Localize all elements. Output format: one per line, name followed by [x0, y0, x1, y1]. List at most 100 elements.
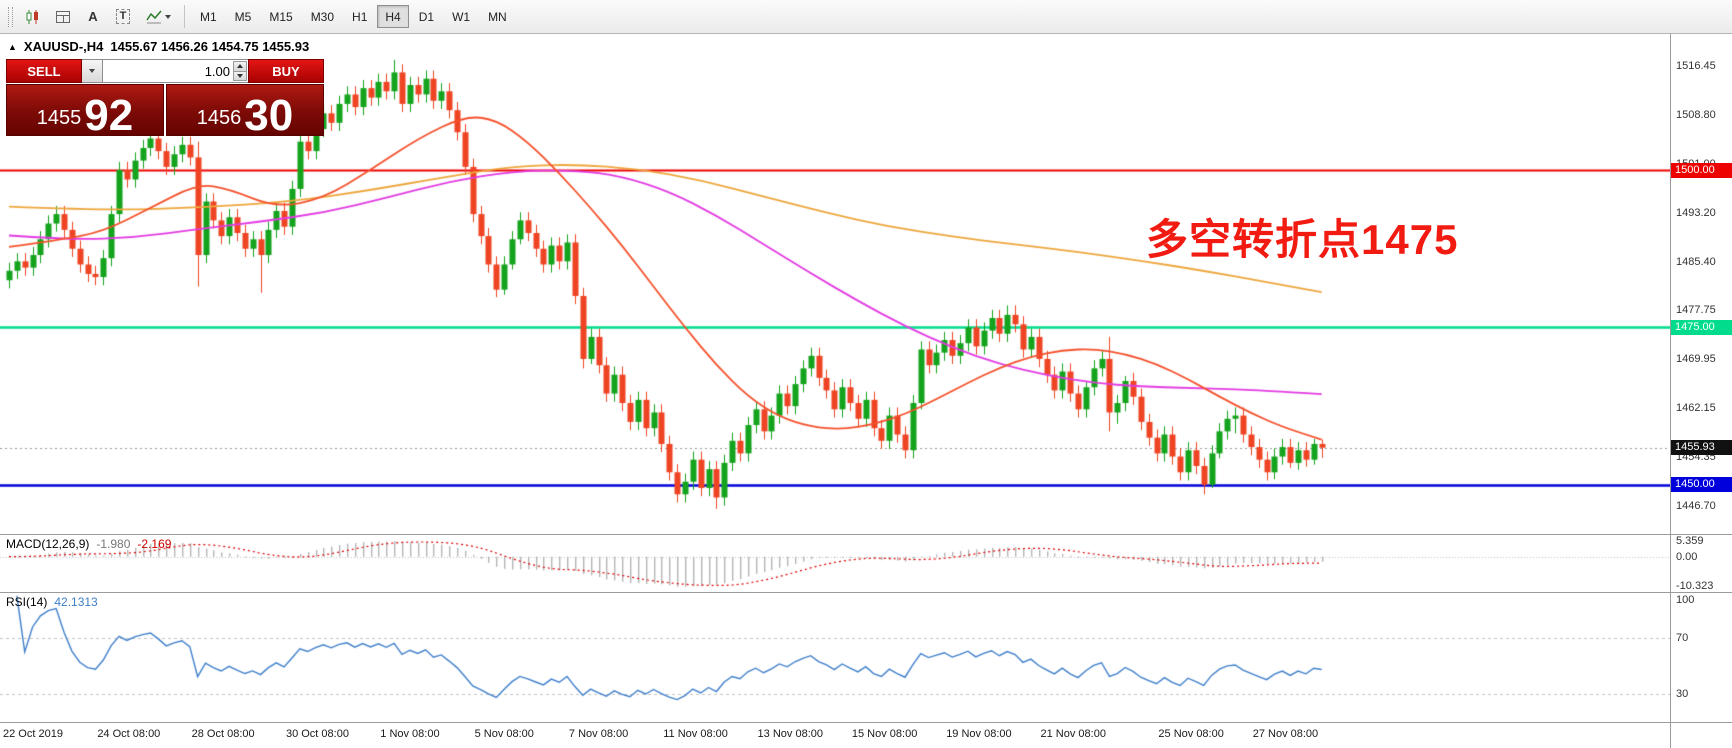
rsi-axis-tick: 30	[1676, 687, 1689, 700]
toolbar: A T M1 M5 M15 M30 H1 H4 D1 W1 MN	[0, 0, 1732, 34]
price-axis-tick: 1462.15	[1676, 402, 1716, 415]
timeframe-m15[interactable]: M15	[269, 9, 293, 24]
time-axis-label: 27 Nov 08:00	[1252, 728, 1319, 740]
price-axis-tick: 1446.70	[1676, 499, 1716, 512]
annotation-letter-button[interactable]: A	[79, 5, 107, 29]
timeframe-h4[interactable]: H4	[377, 5, 409, 28]
one-click-trading-widget: SELL BUY 1455	[6, 59, 324, 140]
chart-header: ▲ XAUUSD-,H4 1455.67 1456.26 1454.75 145…	[8, 39, 309, 54]
main-chart-panel: ▲ XAUUSD-,H4 1455.67 1456.26 1454.75 145…	[0, 34, 1670, 534]
volume-decrease-button[interactable]	[233, 71, 247, 81]
rsi-value: 42.1313	[54, 595, 98, 609]
macd-signal-value: -2.169	[137, 537, 172, 551]
time-axis-label: 11 Nov 08:00	[663, 728, 728, 740]
time-axis-label: 25 Nov 08:00	[1158, 728, 1224, 740]
chevron-down-icon	[89, 69, 95, 73]
price-axis: 1516.451508.801501.001493.201485.401477.…	[1670, 34, 1732, 534]
timeframe-group: M1 M5 M15 M30 H1 H4 D1 W1 MN	[191, 5, 516, 28]
toolbar-separator	[184, 5, 185, 28]
caret-down-icon	[237, 73, 243, 78]
timeframe-m5[interactable]: M5	[234, 9, 252, 24]
volume-input[interactable]	[103, 60, 248, 82]
quote-display-row: 1455 92 1456 30	[6, 84, 324, 140]
macd-indicator-label: MACD(12,26,9)	[6, 537, 90, 551]
time-axis-label: 19 Nov 08:00	[946, 728, 1012, 740]
chart-layout-button[interactable]	[49, 5, 77, 29]
text-tool-button[interactable]: T	[109, 5, 137, 29]
macd-axis-tick: -10.323	[1676, 580, 1714, 592]
time-axis-label: 5 Nov 08:00	[474, 728, 534, 740]
symbol-period-label: XAUUSD-,H4	[23, 39, 104, 54]
indicators-dropdown-button[interactable]	[139, 5, 177, 29]
buy-button[interactable]: BUY	[248, 59, 324, 83]
time-axis-label: 30 Oct 08:00	[285, 728, 349, 740]
macd-label-row: MACD(12,26,9) -1.980 -2.169	[6, 537, 171, 551]
ask-price-main: 1456	[196, 107, 242, 129]
trade-controls-row: SELL BUY	[6, 59, 324, 83]
price-level-tag[interactable]: 1475.00	[1671, 319, 1732, 335]
chart-candles-icon	[26, 9, 38, 24]
time-axis-label: 22 Oct 2019	[3, 728, 63, 740]
timeframe-h1[interactable]: H1	[352, 9, 368, 24]
rsi-axis-tick: 70	[1676, 631, 1689, 644]
time-axis-corner	[1670, 722, 1732, 748]
volume-increase-button[interactable]	[233, 61, 247, 72]
bid-price-main: 1455	[36, 107, 82, 129]
volume-field-wrap	[103, 59, 248, 83]
letter-a-icon: A	[88, 9, 98, 24]
macd-axis-tick: 5.359	[1676, 535, 1704, 547]
chart-workspace: ▲ XAUUSD-,H4 1455.67 1456.26 1454.75 145…	[0, 34, 1732, 748]
time-axis-label: 13 Nov 08:00	[757, 728, 823, 740]
time-axis: 22 Oct 2019 24 Oct 08:00 28 Oct 08:00 30 Oc…	[0, 722, 1670, 748]
chart-layout-icon	[56, 10, 70, 23]
time-axis-label: 7 Nov 08:00	[568, 728, 629, 740]
indicators-icon	[145, 10, 162, 23]
price-level-tag[interactable]: 1500.00	[1671, 162, 1732, 178]
chevron-down-icon	[164, 14, 171, 19]
rsi-axis-tick: 100	[1676, 594, 1695, 606]
chart-text-annotation[interactable]: 多空转折点1475	[1146, 216, 1459, 263]
caret-up-icon	[237, 64, 243, 69]
rsi-indicator-label: RSI(14)	[6, 595, 48, 609]
sell-button[interactable]: SELL	[6, 59, 82, 83]
ohlc-quote-line: 1455.67 1456.26 1454.75 1455.93	[110, 39, 310, 54]
timeframe-m30[interactable]: M30	[310, 9, 335, 24]
volume-spinners	[233, 61, 247, 81]
time-axis-label: 21 Nov 08:00	[1040, 728, 1106, 740]
macd-canvas[interactable]	[0, 535, 1670, 592]
timeframe-w1[interactable]: W1	[452, 9, 471, 24]
price-axis-tick: 1508.80	[1676, 108, 1716, 121]
timeframe-d1[interactable]: D1	[418, 9, 435, 24]
rsi-label-row: RSI(14) 42.1313	[6, 595, 98, 609]
time-axis-label: 1 Nov 08:00	[380, 728, 440, 740]
macd-main-value: -1.980	[96, 537, 131, 551]
volume-dropdown-button[interactable]	[82, 59, 103, 83]
time-axis-label: 15 Nov 08:00	[851, 728, 918, 740]
macd-panel: MACD(12,26,9) -1.980 -2.169	[0, 534, 1670, 592]
text-tool-icon: T	[115, 9, 131, 24]
price-axis-tick: 1493.20	[1676, 206, 1716, 219]
macd-axis-tick: 0.00	[1676, 550, 1698, 563]
ask-price-pips: 30	[244, 90, 294, 140]
price-level-tag[interactable]: 1455.93	[1671, 440, 1732, 456]
rsi-canvas[interactable]	[0, 593, 1670, 722]
rsi-panel: RSI(14) 42.1313	[0, 592, 1670, 722]
price-level-tag[interactable]: 1450.00	[1671, 477, 1732, 493]
time-axis-label: 28 Oct 08:00	[191, 728, 255, 740]
macd-axis: 5.359 0.00 -10.323	[1670, 534, 1732, 592]
timeframe-m1[interactable]: M1	[200, 9, 217, 24]
chart-candles-button[interactable]	[19, 5, 47, 29]
price-axis-tick: 1469.95	[1676, 353, 1716, 366]
time-axis-label: 24 Oct 08:00	[97, 728, 161, 740]
price-axis-tick: 1477.75	[1676, 304, 1716, 317]
timeframe-mn[interactable]: MN	[488, 9, 507, 24]
bid-price-pips: 92	[84, 90, 134, 140]
toolbar-drag-handle[interactable]	[8, 6, 13, 27]
collapse-trade-panel-icon[interactable]: ▲	[8, 41, 17, 52]
price-axis-tick: 1516.45	[1676, 60, 1716, 73]
bid-price-panel[interactable]: 1455 92	[6, 84, 164, 140]
price-axis-tick: 1485.40	[1676, 255, 1716, 268]
rsi-axis: 100 70 30	[1670, 592, 1732, 722]
ask-price-panel[interactable]: 1456 30	[166, 84, 324, 140]
